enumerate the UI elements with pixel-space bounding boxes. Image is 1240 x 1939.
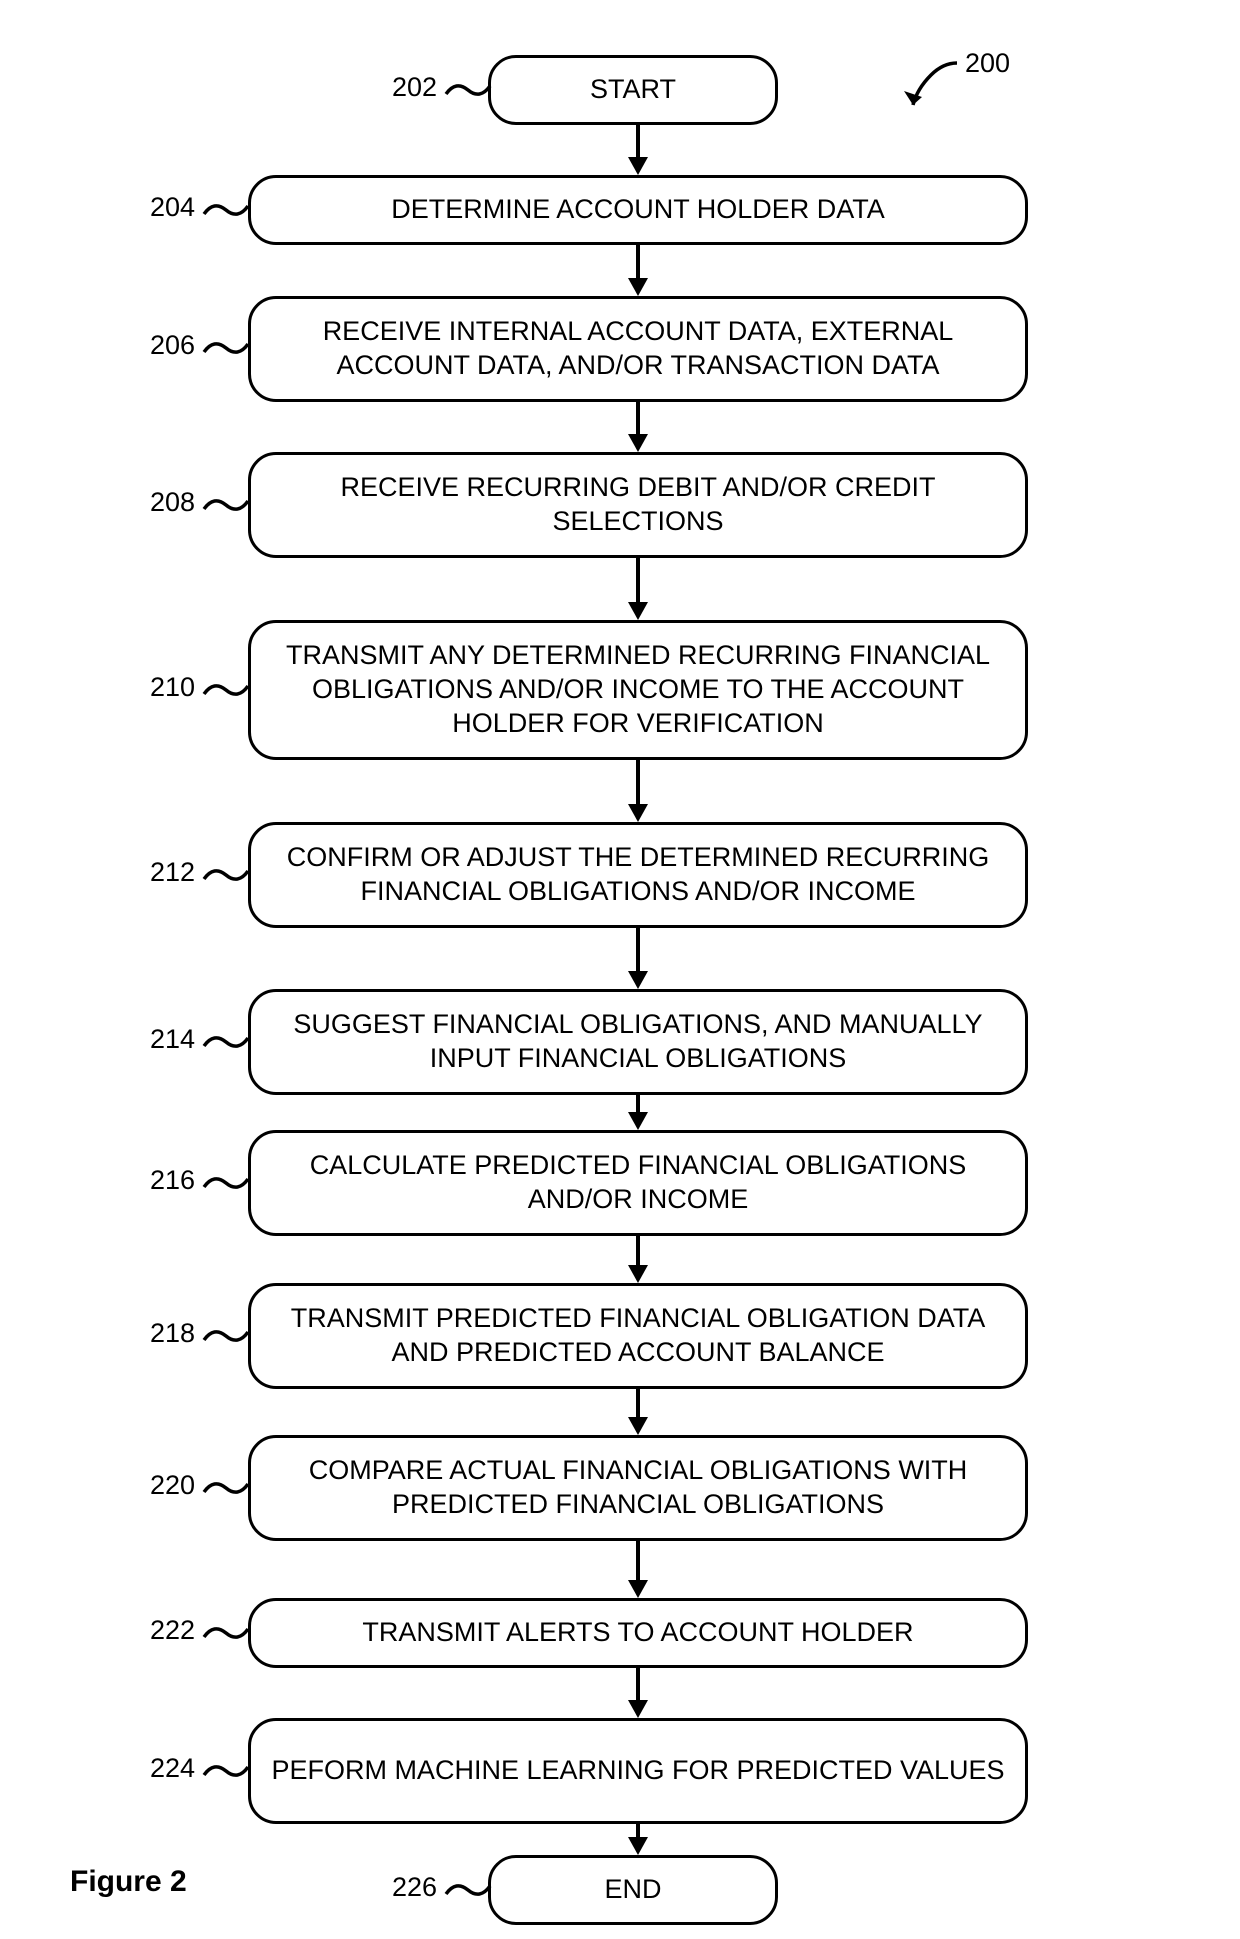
flow-arrow-head xyxy=(628,804,648,822)
flow-arrow-head xyxy=(628,157,648,175)
flow-arrow-line xyxy=(636,1541,640,1580)
flow-node-label: DETERMINE ACCOUNT HOLDER DATA xyxy=(391,193,885,227)
flow-node-202: START xyxy=(488,55,778,125)
flow-node-214: SUGGEST FINANCIAL OBLIGATIONS, AND MANUA… xyxy=(248,989,1028,1095)
flow-node-204: DETERMINE ACCOUNT HOLDER DATA xyxy=(248,175,1028,245)
flow-arrow-head xyxy=(628,1417,648,1435)
flow-arrow-head xyxy=(628,1112,648,1130)
ref-label-220: 220 xyxy=(150,1470,195,1501)
flow-node-label: START xyxy=(590,73,676,107)
flowchart-canvas: START 202 DETERMINE ACCOUNT HOLDER DATA 204… xyxy=(0,0,1240,1939)
flow-arrow-head xyxy=(628,1700,648,1718)
flow-node-212: CONFIRM OR ADJUST THE DETERMINED RECURRI… xyxy=(248,822,1028,928)
flow-node-label: TRANSMIT ANY DETERMINED RECURRING FINANC… xyxy=(271,639,1005,740)
flow-arrow-line xyxy=(636,760,640,804)
tilde-connector xyxy=(444,1878,492,1902)
tilde-connector xyxy=(202,1759,250,1783)
tilde-connector xyxy=(202,336,250,360)
ref-label-202: 202 xyxy=(392,72,437,103)
flow-node-218: TRANSMIT PREDICTED FINANCIAL OBLIGATION … xyxy=(248,1283,1028,1389)
tilde-connector xyxy=(202,198,250,222)
flow-arrow-head xyxy=(628,278,648,296)
ref-label-212: 212 xyxy=(150,857,195,888)
flow-arrow-line xyxy=(636,558,640,602)
ref-label-222: 222 xyxy=(150,1615,195,1646)
ref-label-208: 208 xyxy=(150,487,195,518)
flow-arrow-line xyxy=(636,928,640,971)
flow-node-210: TRANSMIT ANY DETERMINED RECURRING FINANC… xyxy=(248,620,1028,760)
flow-arrow-line xyxy=(636,1668,640,1700)
tilde-connector xyxy=(202,678,250,702)
flow-node-label: RECEIVE INTERNAL ACCOUNT DATA, EXTERNAL … xyxy=(271,315,1005,383)
flow-node-226: END xyxy=(488,1855,778,1925)
flow-node-label: TRANSMIT PREDICTED FINANCIAL OBLIGATION … xyxy=(271,1302,1005,1370)
flow-node-label: TRANSMIT ALERTS TO ACCOUNT HOLDER xyxy=(362,1616,913,1650)
flow-node-208: RECEIVE RECURRING DEBIT AND/OR CREDIT SE… xyxy=(248,452,1028,558)
flow-node-220: COMPARE ACTUAL FINANCIAL OBLIGATIONS WIT… xyxy=(248,1435,1028,1541)
flow-arrow-line xyxy=(636,1236,640,1265)
flow-node-224: PEFORM MACHINE LEARNING FOR PREDICTED VA… xyxy=(248,1718,1028,1824)
tilde-connector xyxy=(444,78,492,102)
flow-node-206: RECEIVE INTERNAL ACCOUNT DATA, EXTERNAL … xyxy=(248,296,1028,402)
tilde-connector xyxy=(202,1171,250,1195)
tilde-connector xyxy=(202,493,250,517)
ref-label-204: 204 xyxy=(150,192,195,223)
flow-arrow-head xyxy=(628,1837,648,1855)
flow-node-label: SUGGEST FINANCIAL OBLIGATIONS, AND MANUA… xyxy=(271,1008,1005,1076)
ref-label-216: 216 xyxy=(150,1165,195,1196)
flow-arrow-head xyxy=(628,1265,648,1283)
ref-label-224: 224 xyxy=(150,1753,195,1784)
figure-caption: Figure 2 xyxy=(70,1865,187,1899)
flow-node-label: CONFIRM OR ADJUST THE DETERMINED RECURRI… xyxy=(271,841,1005,909)
ref-label-226: 226 xyxy=(392,1872,437,1903)
ref-label-214: 214 xyxy=(150,1024,195,1055)
flow-arrow-head xyxy=(628,434,648,452)
ref-label-200: 200 xyxy=(965,48,1010,79)
flow-arrow-head xyxy=(628,602,648,620)
flow-node-label: PEFORM MACHINE LEARNING FOR PREDICTED VA… xyxy=(271,1754,1004,1788)
flow-node-222: TRANSMIT ALERTS TO ACCOUNT HOLDER xyxy=(248,1598,1028,1668)
flow-node-label: CALCULATE PREDICTED FINANCIAL OBLIGATION… xyxy=(271,1149,1005,1217)
flow-node-label: RECEIVE RECURRING DEBIT AND/OR CREDIT SE… xyxy=(271,471,1005,539)
flow-arrow-line xyxy=(636,125,640,157)
flow-arrow-line xyxy=(636,1389,640,1417)
flow-node-label: COMPARE ACTUAL FINANCIAL OBLIGATIONS WIT… xyxy=(271,1454,1005,1522)
tilde-connector xyxy=(202,863,250,887)
flow-arrow-head xyxy=(628,971,648,989)
ref-label-218: 218 xyxy=(150,1318,195,1349)
flow-arrow-head xyxy=(628,1580,648,1598)
flow-node-216: CALCULATE PREDICTED FINANCIAL OBLIGATION… xyxy=(248,1130,1028,1236)
tilde-connector xyxy=(202,1476,250,1500)
flow-arrow-line xyxy=(636,1824,640,1837)
flow-arrow-line xyxy=(636,245,640,278)
ref-label-206: 206 xyxy=(150,330,195,361)
ref-arrow-200 xyxy=(895,55,965,125)
tilde-connector xyxy=(202,1621,250,1645)
flow-arrow-line xyxy=(636,1095,640,1112)
tilde-connector xyxy=(202,1324,250,1348)
flow-arrow-line xyxy=(636,402,640,434)
tilde-connector xyxy=(202,1030,250,1054)
flow-node-label: END xyxy=(604,1873,661,1907)
ref-label-210: 210 xyxy=(150,672,195,703)
